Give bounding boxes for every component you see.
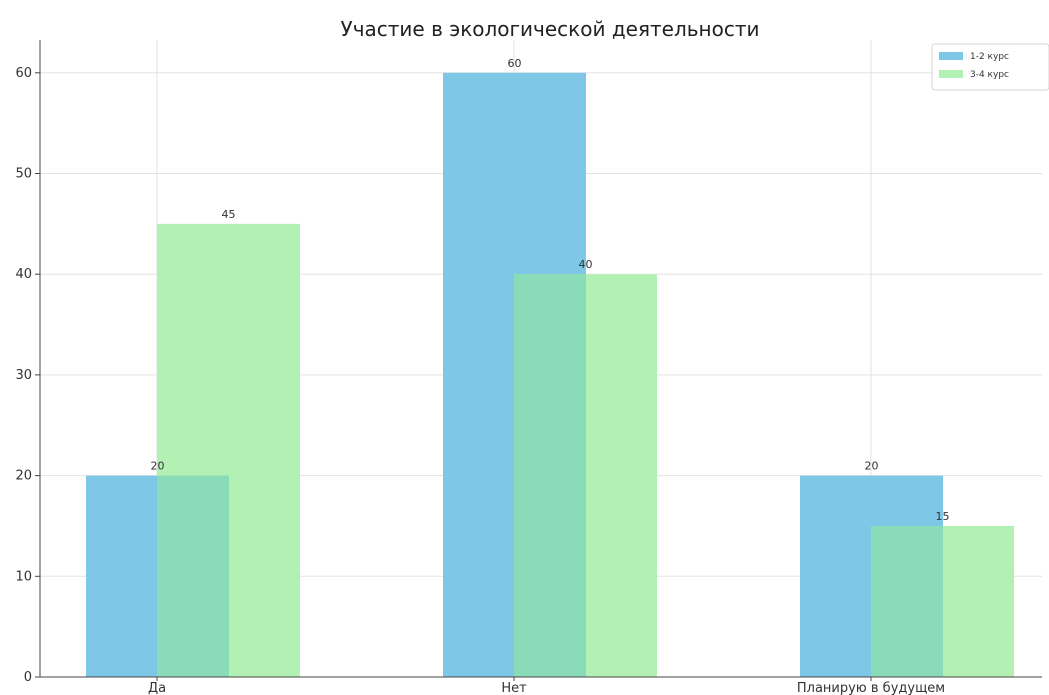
legend-label-1: 1-2 курс	[970, 52, 1009, 62]
y-tick-label-0: 0	[24, 670, 32, 685]
data-label-1-1: 20	[151, 460, 165, 473]
legend-box	[931, 43, 1049, 91]
data-label-2-3: 15	[936, 510, 950, 523]
bars	[86, 72, 1014, 678]
axes	[39, 40, 1042, 678]
y-tick-label-60: 60	[15, 66, 32, 81]
legend: 1-2 курс 3-4 курс	[931, 43, 1049, 91]
data-label-1-3: 20	[865, 460, 879, 473]
data-label-2-1: 45	[222, 208, 236, 221]
y-tick-label-50: 50	[15, 167, 32, 182]
y-tick-label-20: 20	[15, 469, 32, 484]
y-tick-label-40: 40	[15, 267, 32, 282]
y-axis-ticks: 0 10 20 30 40 50 60	[15, 66, 40, 685]
legend-swatch-1	[939, 52, 963, 60]
data-label-2-2: 40	[579, 258, 593, 271]
bar-overlap-3	[871, 525, 943, 677]
data-labels: 20 60 20 45 40 15	[151, 57, 950, 523]
data-label-1-2: 60	[508, 57, 522, 70]
x-tick-label-2: Нет	[501, 681, 527, 695]
legend-swatch-2	[939, 70, 963, 78]
chart-title: Участие в экологической деятельности	[341, 17, 760, 41]
x-tick-label-3: Планирую в будущем	[797, 681, 945, 695]
legend-label-2: 3-4 курс	[970, 70, 1009, 80]
bar-overlap-1	[157, 475, 229, 677]
y-tick-label-30: 30	[15, 368, 32, 383]
x-axis-ticks: Да Нет Планирую в будущем	[148, 677, 945, 695]
x-tick-label-1: Да	[148, 681, 166, 695]
y-tick-label-10: 10	[15, 569, 32, 584]
bar-overlap-2	[514, 274, 586, 677]
